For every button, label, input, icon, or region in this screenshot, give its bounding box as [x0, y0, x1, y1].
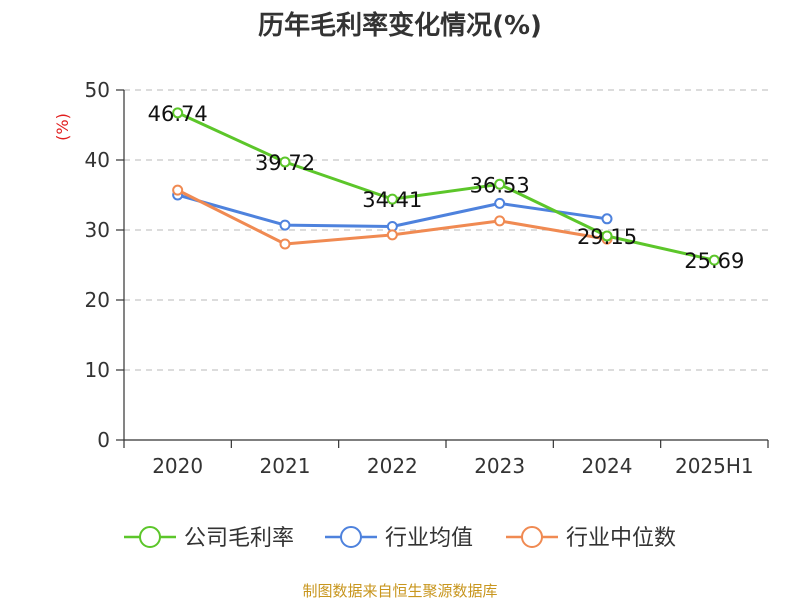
legend-marker	[340, 526, 362, 548]
y-tick-label: 50	[85, 78, 110, 102]
legend: 公司毛利率 行业均值 行业中位数	[124, 526, 676, 551]
data-label: 34.41	[362, 188, 422, 212]
data-point	[279, 238, 291, 250]
grid-lines	[124, 89, 768, 371]
y-tick-label: 40	[85, 148, 110, 172]
data-point	[601, 230, 613, 242]
legend-marker	[521, 526, 543, 548]
data-point	[172, 107, 184, 119]
chart-title: 历年毛利率变化情况(%)	[258, 10, 542, 41]
data-point	[601, 213, 613, 225]
data-label: 39.72	[255, 151, 315, 175]
x-tick-label: 2022	[367, 454, 418, 478]
data-labels: 46.74 39.72 34.41 36.53 29.15 25.69	[148, 102, 745, 273]
legend-label: 行业均值	[385, 526, 473, 551]
data-point	[386, 229, 398, 241]
data-point	[279, 156, 291, 168]
data-point	[172, 184, 184, 196]
data-point	[494, 215, 506, 227]
source-note: 制图数据来自恒生聚源数据库	[302, 582, 497, 600]
x-tick-label: 2021	[260, 454, 311, 478]
x-tick-label: 2025H1	[675, 454, 754, 478]
series-line	[177, 111, 715, 262]
x-tick-label: 2023	[474, 454, 525, 478]
data-label: 36.53	[470, 173, 530, 197]
legend-item: 行业中位数	[506, 526, 676, 551]
data-point	[708, 254, 720, 266]
legend-item: 行业均值	[325, 526, 473, 551]
data-label: 29.15	[577, 225, 637, 249]
data-point	[279, 219, 291, 231]
data-point	[386, 193, 398, 205]
data-point	[494, 197, 506, 209]
y-tick-label: 10	[85, 358, 110, 382]
legend-marker	[139, 526, 161, 548]
y-tick-label: 20	[85, 288, 110, 312]
y-tick-label: 0	[97, 428, 110, 452]
series-lines	[172, 107, 720, 266]
x-tick-label: 2024	[582, 454, 633, 478]
legend-item: 公司毛利率	[124, 526, 294, 551]
data-point	[494, 178, 506, 190]
data-label: 46.74	[148, 102, 208, 126]
data-label: 25.69	[684, 249, 744, 273]
y-axis-label: (%)	[53, 113, 72, 141]
y-tick-label: 30	[85, 218, 110, 242]
axes: 0 10 20 30 40 50 2020 2021 2022 2023 2024 2025H1	[85, 78, 769, 478]
legend-label: 公司毛利率	[184, 526, 294, 551]
x-tick-label: 2020	[152, 454, 203, 478]
legend-label: 行业中位数	[566, 526, 676, 551]
